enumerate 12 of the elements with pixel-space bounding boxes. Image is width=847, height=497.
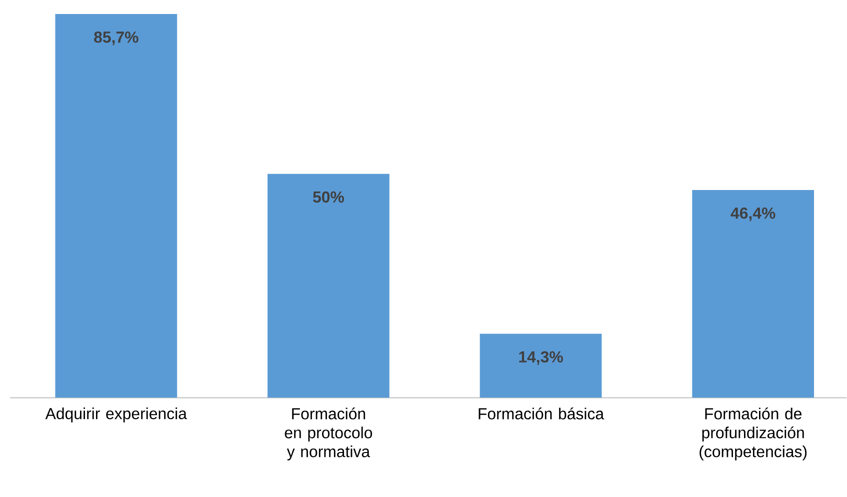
- x-tick-label: Formación básica: [478, 408, 604, 420]
- bar: [480, 334, 602, 398]
- data-label: 50%: [313, 192, 344, 203]
- data-label: 14,3%: [519, 351, 563, 365]
- data-label: 46,4%: [730, 208, 776, 222]
- bar: [55, 14, 178, 398]
- bar: [268, 174, 390, 398]
- x-tick-label: Formación de profundización (competencias): [700, 408, 807, 461]
- bar: [692, 190, 814, 398]
- data-label: 85,7%: [94, 32, 138, 46]
- x-tick-label: Adquirir experiencia: [45, 408, 187, 423]
- x-tick-label: Formación en protocolo y normativa: [284, 408, 372, 461]
